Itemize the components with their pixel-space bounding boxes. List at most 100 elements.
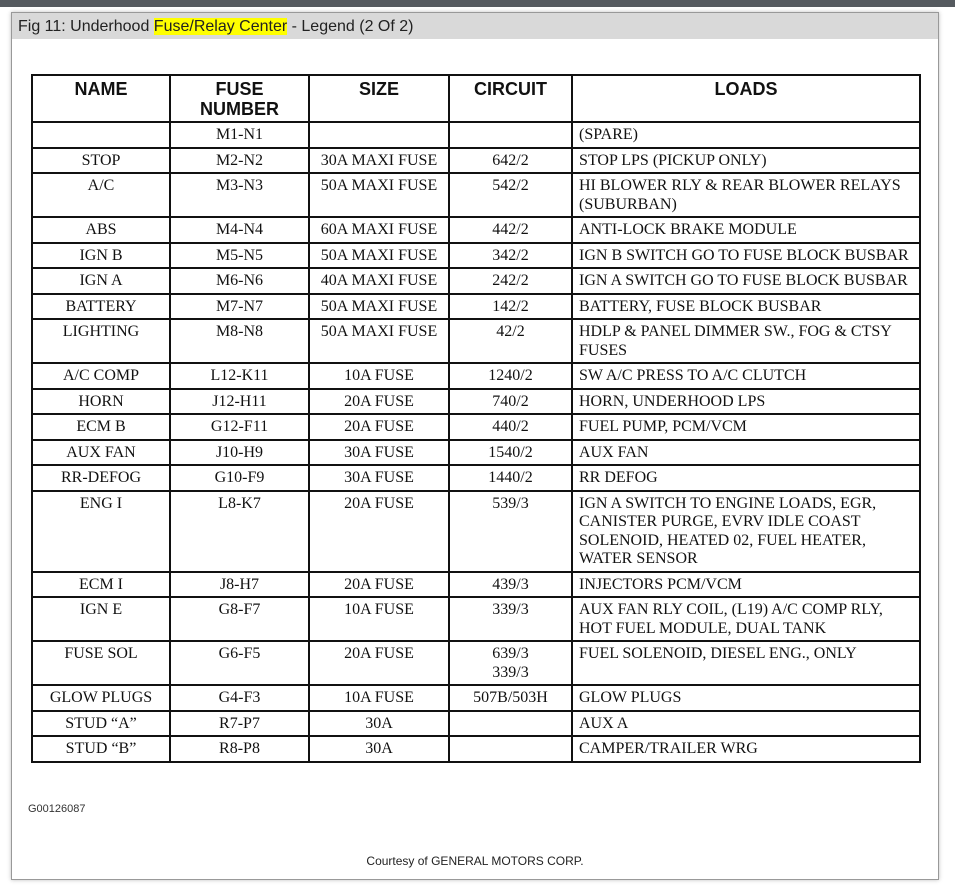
cell-size: 30A FUSE: [308, 464, 450, 492]
cell-name: BATTERY: [31, 292, 171, 320]
cell-loads: IGN B SWITCH GO TO FUSE BLOCK BUSBAR: [571, 241, 921, 269]
cell-fuse: J12-H11: [169, 387, 310, 415]
cell-circuit: 442/2: [448, 216, 573, 244]
cell-loads: SW A/C PRESS TO A/C CLUTCH: [571, 362, 921, 390]
cell-circuit: 440/2: [448, 413, 573, 441]
table-row: ENG I L8-K7 20A FUSE 539/3 IGN A SWITCH TO E…: [31, 489, 921, 573]
cell-circuit: 542/2: [448, 172, 573, 218]
cell-loads: FUEL SOLENOID, DIESEL ENG., ONLY: [571, 640, 921, 686]
cell-size: 30A MAXI FUSE: [308, 146, 450, 174]
cell-size: 10A FUSE: [308, 362, 450, 390]
cell-size: 10A FUSE: [308, 684, 450, 712]
cell-fuse: M6-N6: [169, 267, 310, 295]
cell-name: GLOW PLUGS: [31, 684, 171, 712]
table-row: A/C COMP L12-K11 10A FUSE 1240/2 SW A/C PRES…: [31, 362, 921, 390]
cell-circuit: 142/2: [448, 292, 573, 320]
cell-fuse: M2-N2: [169, 146, 310, 174]
figure-panel: Fig 11: Underhood Fuse/Relay Center - Le…: [11, 12, 939, 880]
cell-loads: (SPARE): [571, 121, 921, 149]
cell-name: STUD “A”: [31, 709, 171, 737]
cell-fuse: G6-F5: [169, 640, 310, 686]
cell-name: ECM I: [31, 570, 171, 598]
cell-circuit: 639/3 339/3: [448, 640, 573, 686]
table-row: BATTERY M7-N7 50A MAXI FUSE 142/2 BATTERY, F…: [31, 292, 921, 320]
table-row: STUD “A” R7-P7 30A AUX A: [31, 709, 921, 737]
cell-size: 40A MAXI FUSE: [308, 267, 450, 295]
table-row: HORN J12-H11 20A FUSE 740/2 HORN, UNDERHOOD …: [31, 387, 921, 415]
cell-size: 30A FUSE: [308, 438, 450, 466]
cell-size: 20A FUSE: [308, 413, 450, 441]
figure-code: G00126087: [28, 803, 86, 815]
cell-size: 50A MAXI FUSE: [308, 292, 450, 320]
table-row: A/C M3-N3 50A MAXI FUSE 542/2 HI BLOWER RLY …: [31, 172, 921, 218]
cell-circuit: 1440/2: [448, 464, 573, 492]
cell-size: 20A FUSE: [308, 570, 450, 598]
cell-circuit: 1240/2: [448, 362, 573, 390]
cell-loads: GLOW PLUGS: [571, 684, 921, 712]
cell-fuse: M3-N3: [169, 172, 310, 218]
table-row: IGN A M6-N6 40A MAXI FUSE 242/2 IGN A SWITCH…: [31, 267, 921, 295]
cell-fuse: J10-H9: [169, 438, 310, 466]
table-row: GLOW PLUGS G4-F3 10A FUSE 507B/503H GLOW PLU…: [31, 684, 921, 712]
cell-fuse: G10-F9: [169, 464, 310, 492]
cell-name: STOP: [31, 146, 171, 174]
cell-loads: IGN A SWITCH TO ENGINE LOADS, EGR, CANIS…: [571, 489, 921, 573]
cell-loads: FUEL PUMP, PCM/VCM: [571, 413, 921, 441]
title-highlight: Fuse/Relay Center: [153, 18, 288, 35]
cell-fuse: G4-F3: [169, 684, 310, 712]
cell-fuse: M4-N4: [169, 216, 310, 244]
cell-name: A/C COMP: [31, 362, 171, 390]
cell-size: 10A FUSE: [308, 596, 450, 642]
cell-circuit: 539/3: [448, 489, 573, 573]
cell-name: FUSE SOL: [31, 640, 171, 686]
table-row: RR-DEFOG G10-F9 30A FUSE 1440/2 RR DEFOG: [31, 464, 921, 492]
cell-name: ABS: [31, 216, 171, 244]
cell-fuse: L12-K11: [169, 362, 310, 390]
cell-circuit: 42/2: [448, 318, 573, 364]
cell-name: RR-DEFOG: [31, 464, 171, 492]
cell-name: LIGHTING: [31, 318, 171, 364]
cell-circuit: 507B/503H: [448, 684, 573, 712]
table-row: LIGHTING M8-N8 50A MAXI FUSE 42/2 HDLP & PAN…: [31, 318, 921, 364]
cell-name: STUD “B”: [31, 735, 171, 763]
cell-name: IGN B: [31, 241, 171, 269]
cell-loads: IGN A SWITCH GO TO FUSE BLOCK BUSBAR: [571, 267, 921, 295]
header-loads: LOADS: [571, 74, 921, 123]
cell-name: ENG I: [31, 489, 171, 573]
cell-size: 20A FUSE: [308, 489, 450, 573]
cell-loads: HDLP & PANEL DIMMER SW., FOG & CTSY FUSE…: [571, 318, 921, 364]
cell-loads: BATTERY, FUSE BLOCK BUSBAR: [571, 292, 921, 320]
cell-circuit: 642/2: [448, 146, 573, 174]
cell-loads: RR DEFOG: [571, 464, 921, 492]
cell-fuse: R8-P8: [169, 735, 310, 763]
courtesy-text: Courtesy of GENERAL MOTORS CORP.: [366, 854, 584, 868]
table-row: ECM I J8-H7 20A FUSE 439/3 INJECTORS PCM/VCM: [31, 570, 921, 598]
cell-fuse: G12-F11: [169, 413, 310, 441]
title-suffix: - Legend (2 Of 2): [287, 18, 414, 35]
table-row: STUD “B” R8-P8 30A CAMPER/TRAILER WRG: [31, 735, 921, 763]
figure-title: Fig 11: Underhood Fuse/Relay Center - Le…: [12, 13, 938, 39]
header-size: SIZE: [308, 74, 450, 123]
cell-size: 20A FUSE: [308, 640, 450, 686]
table-row: ABS M4-N4 60A MAXI FUSE 442/2 ANTI-LOCK BRAK…: [31, 216, 921, 244]
title-prefix: Fig 11: Underhood: [18, 18, 154, 35]
header-circuit: CIRCUIT: [448, 74, 573, 123]
table-row: M1-N1 (SPARE): [31, 121, 921, 149]
cell-size: 50A MAXI FUSE: [308, 241, 450, 269]
cell-loads: AUX A: [571, 709, 921, 737]
cell-fuse: G8-F7: [169, 596, 310, 642]
table-row: FUSE SOL G6-F5 20A FUSE 639/3 339/3 FUEL SOL…: [31, 640, 921, 686]
cell-fuse: M5-N5: [169, 241, 310, 269]
header-name: NAME: [31, 74, 171, 123]
top-bar: [0, 0, 955, 7]
cell-name: IGN A: [31, 267, 171, 295]
cell-loads: AUX FAN: [571, 438, 921, 466]
cell-size: 60A MAXI FUSE: [308, 216, 450, 244]
table-row: IGN E G8-F7 10A FUSE 339/3 AUX FAN RLY COIL,…: [31, 596, 921, 642]
cell-circuit: 242/2: [448, 267, 573, 295]
cell-name: AUX FAN: [31, 438, 171, 466]
cell-name: A/C: [31, 172, 171, 218]
cell-size: 50A MAXI FUSE: [308, 172, 450, 218]
table-row: IGN B M5-N5 50A MAXI FUSE 342/2 IGN B SWITCH…: [31, 241, 921, 269]
header-fuse-number: FUSE NUMBER: [169, 74, 310, 123]
